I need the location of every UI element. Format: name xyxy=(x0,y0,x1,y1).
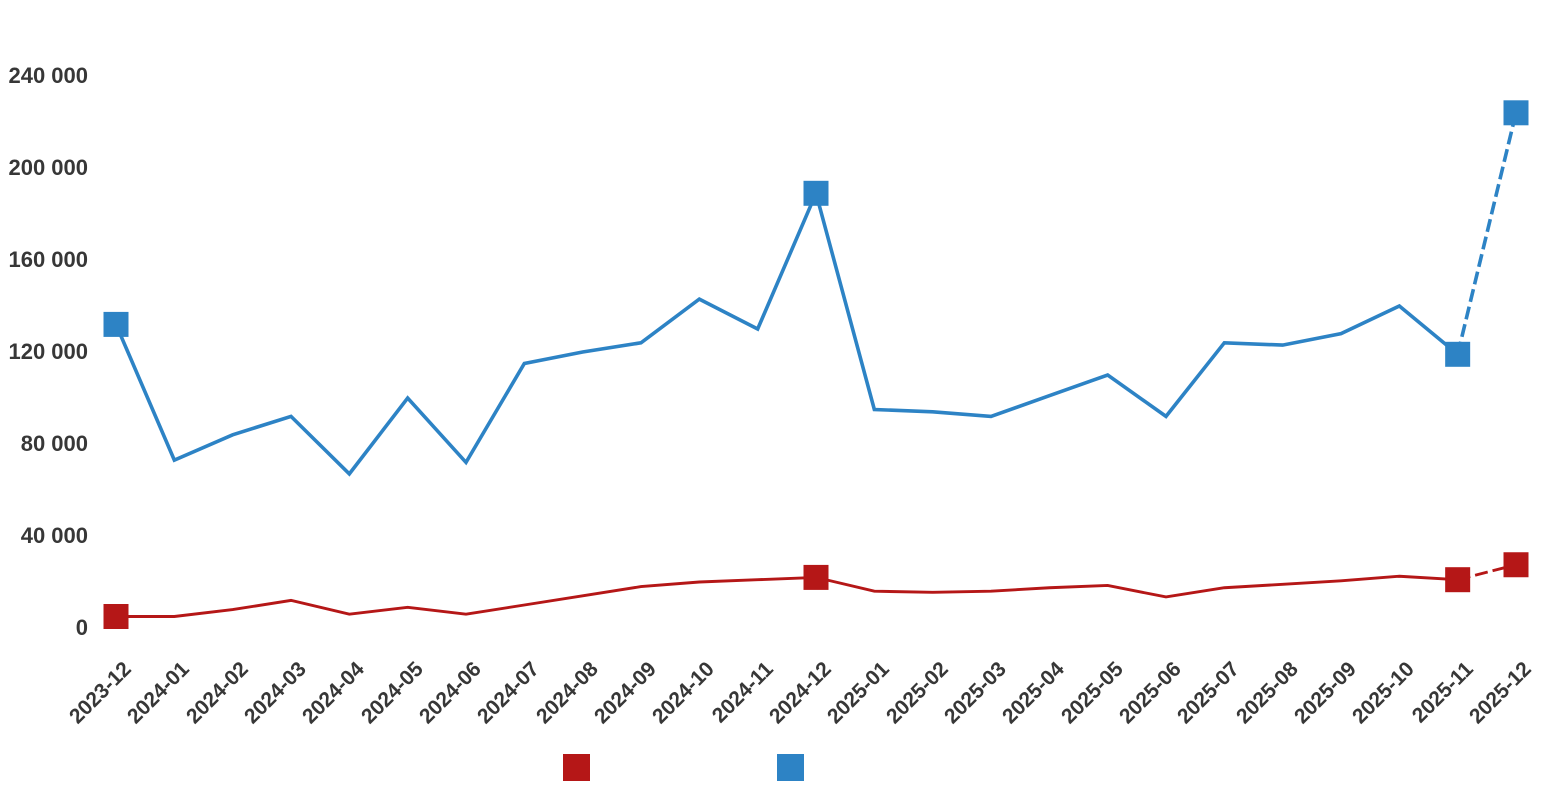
series-2-line xyxy=(114,187,1459,477)
series-1-marker-2024-12 xyxy=(803,564,829,590)
series-2-marker-2025-12 xyxy=(1503,100,1529,126)
series-2-marker-2023-12 xyxy=(103,311,129,337)
y-axis-label: 80 000 xyxy=(20,431,88,456)
series-2-marker-2024-12 xyxy=(803,180,829,206)
series-1-marker-2025-11 xyxy=(1445,567,1471,593)
legend-swatch-series-2[interactable] xyxy=(777,754,804,781)
series-1-marker-2025-12 xyxy=(1503,552,1529,578)
series-1-line xyxy=(116,574,1458,618)
series-2-last-segment xyxy=(1455,112,1518,355)
legend-swatch-series-1[interactable] xyxy=(563,754,590,781)
series-2-marker-2025-11 xyxy=(1445,341,1471,367)
y-axis-label: 0 xyxy=(75,615,88,640)
series-1-marker-2023-12 xyxy=(103,604,129,629)
y-axis-label: 200 000 xyxy=(8,155,88,180)
y-axis-label: 40 000 xyxy=(20,523,88,548)
y-axis-label: 120 000 xyxy=(8,339,88,364)
y-axis-label: 240 000 xyxy=(8,63,88,88)
y-axis-label: 160 000 xyxy=(8,247,88,272)
